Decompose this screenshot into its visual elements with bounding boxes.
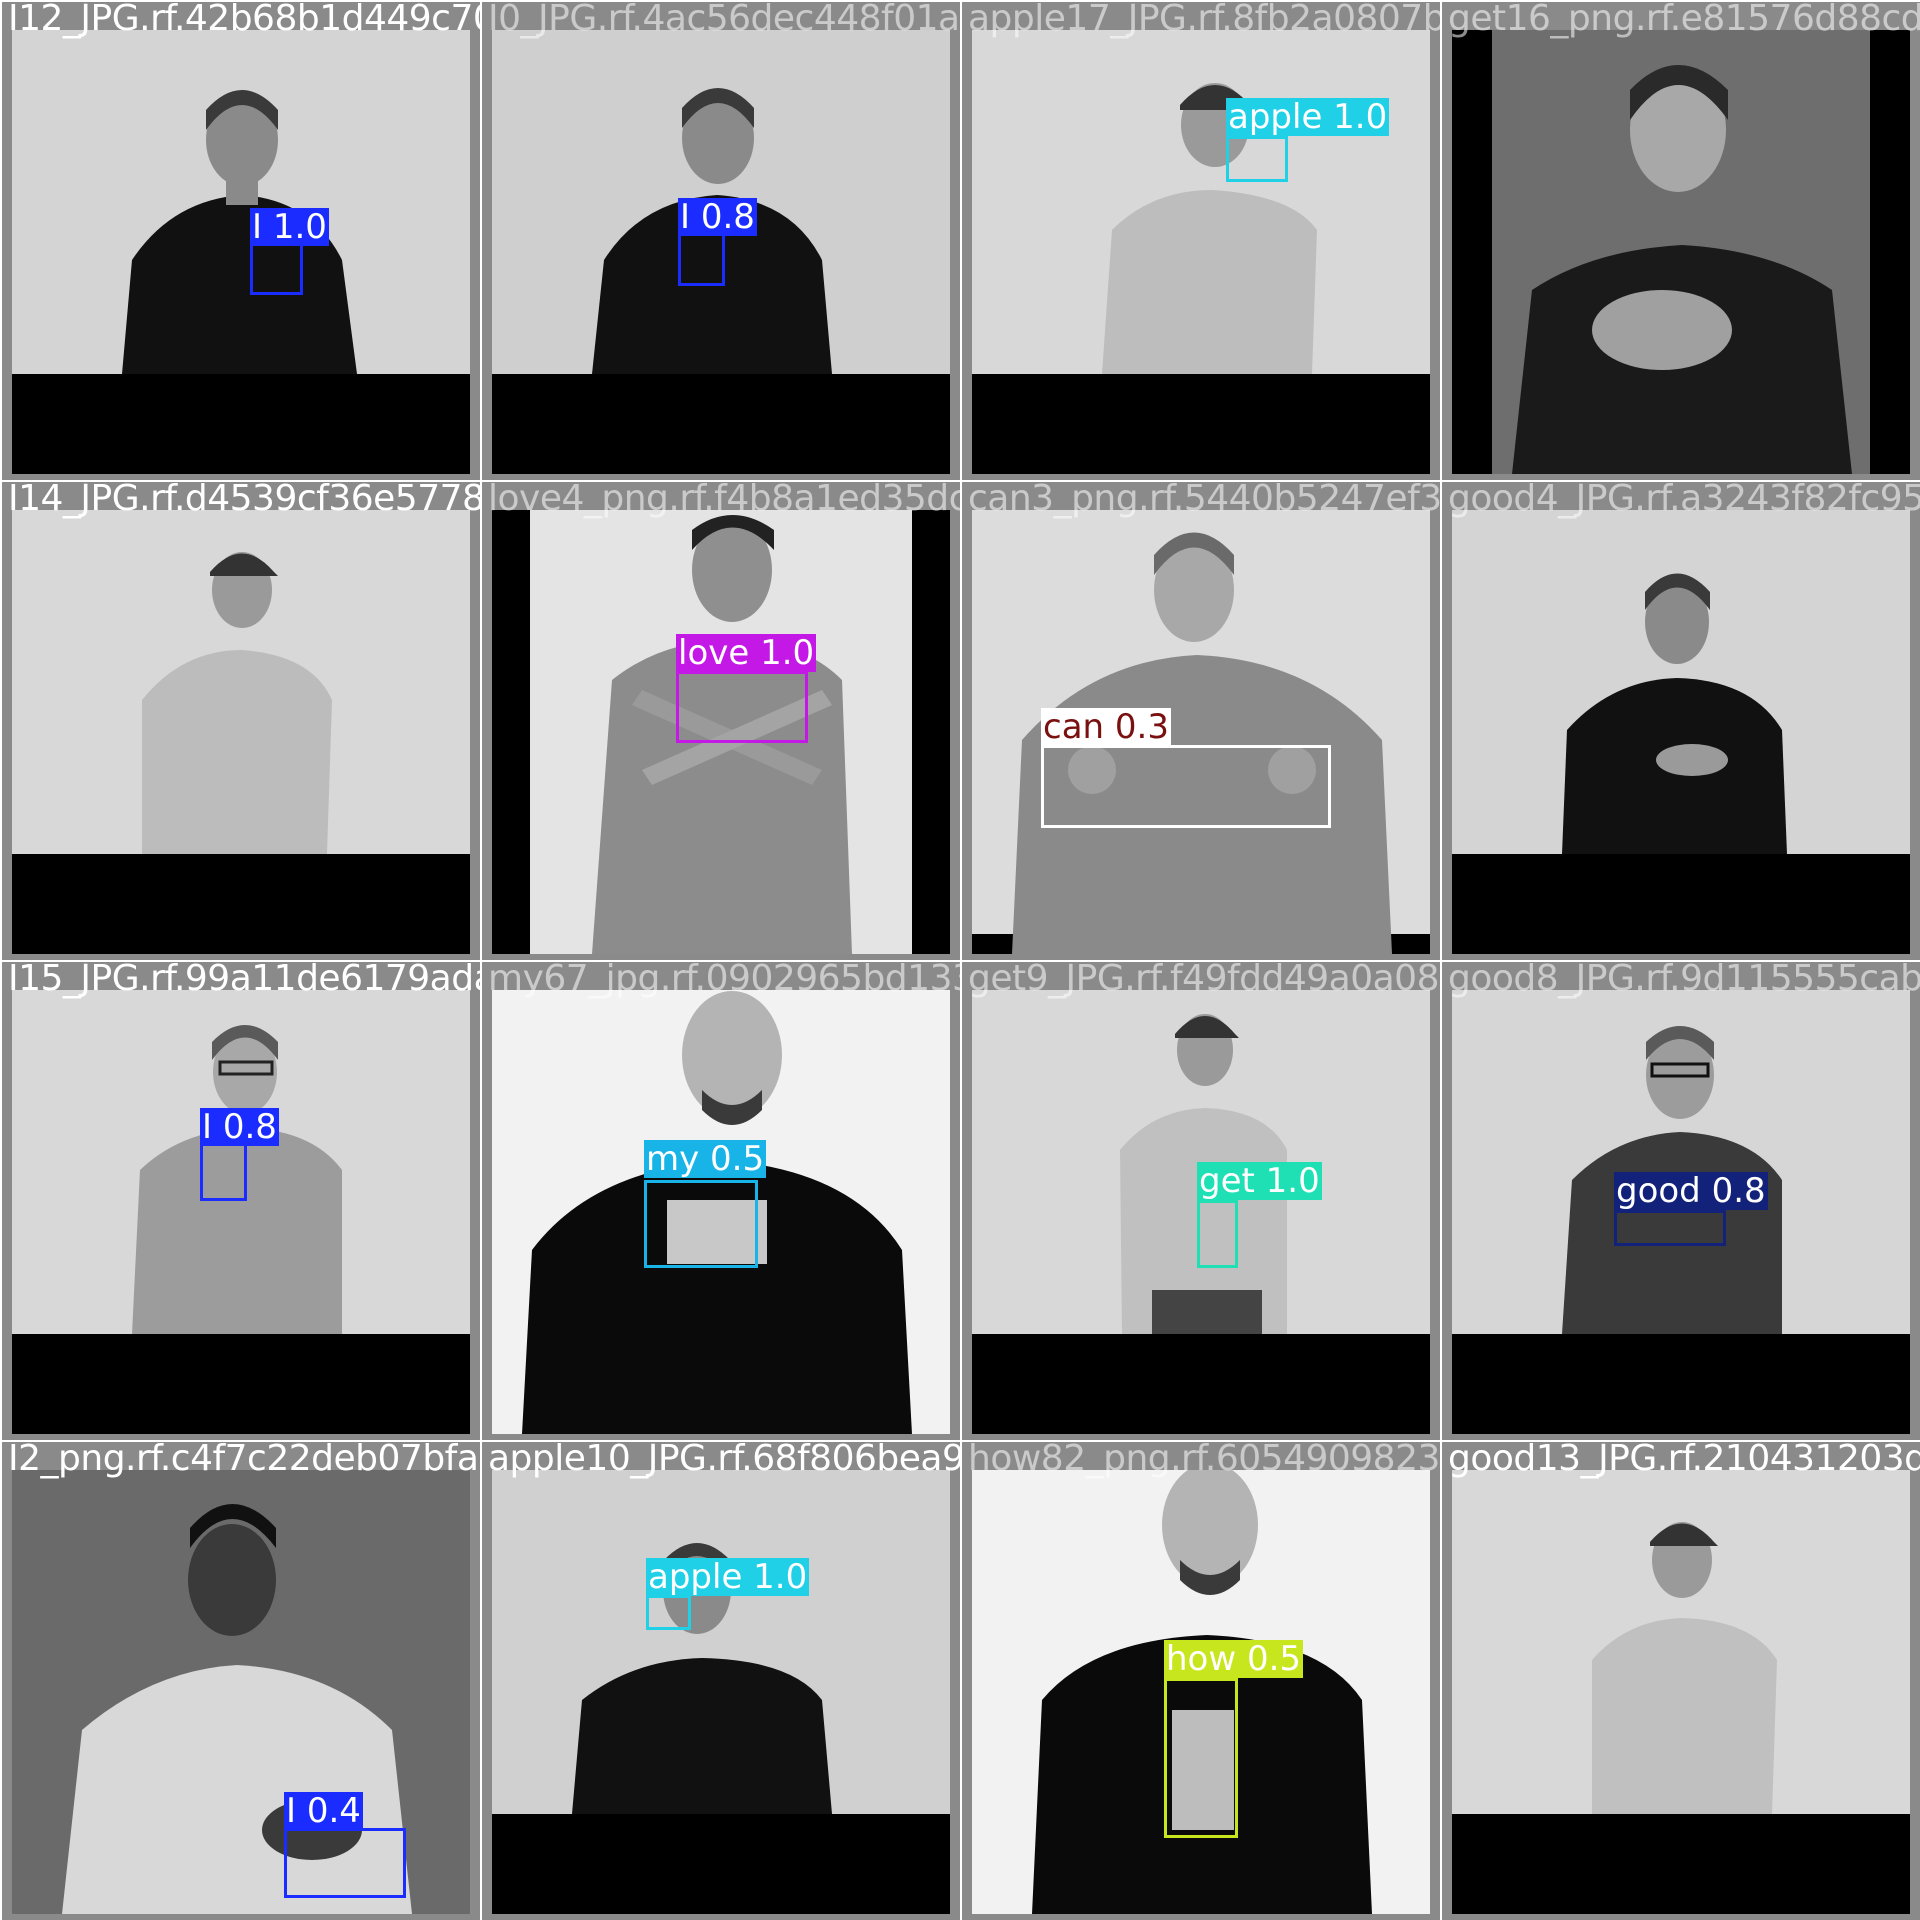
mosaic-tile: I14_JPG.rf.d4539cf36e57783 [2, 482, 480, 960]
photo-man-grey-sweatshirt-cap: get 1.0 [972, 990, 1430, 1434]
bbox-label: I 1.0 [250, 208, 329, 246]
mosaic-tile: I 0.4 I2_png.rf.c4f7c22deb07bfaa [2, 1442, 480, 1920]
bbox-I [284, 1828, 406, 1898]
tile-filename: get9_JPG.rf.f49fdd49a0a08 [968, 962, 1439, 999]
tile-filename: apple10_JPG.rf.68f806bea9 [488, 1442, 960, 1479]
mosaic-tile: I 0.8 I15_JPG.rf.99a11de6179ada [2, 962, 480, 1440]
photo-man-sweater-fists: can 0.3 [972, 510, 1430, 954]
tile-filename: good4_JPG.rf.a3243f82fc95c2 [1448, 482, 1920, 519]
mosaic-tile: can 0.3 can3_png.rf.5440b5247ef38d8_JPG.… [962, 482, 1440, 960]
bbox-apple [1226, 136, 1288, 182]
mosaic-tile: apple 1.0 apple10_JPG.rf.68f806bea9 [482, 1442, 960, 1920]
mosaic-tile: my 0.5 my67_jpg.rf.0902965bd1337 [482, 962, 960, 1440]
mosaic-tile: good 0.8 good8_JPG.rf.9d115555cab [1442, 962, 1920, 1440]
photo-man-black-hoodie: I 0.8 [492, 30, 950, 474]
bbox-my [644, 1180, 758, 1268]
photo-man-black-hoodie: I 1.0 [12, 30, 470, 474]
mosaic-tile: how 0.5 how82_png.rf.6054909823d97 [962, 1442, 1440, 1920]
bbox-label: good 0.8 [1614, 1172, 1768, 1210]
bbox-I [200, 1143, 247, 1201]
bbox-label: get 1.0 [1197, 1162, 1322, 1200]
mosaic-tile: I 1.0 I12_JPG.rf.42b68b1d449c7068d7f8bef… [2, 2, 480, 480]
bbox-good [1614, 1210, 1726, 1246]
photo-bald-man-black-shirt: how 0.5 [972, 1470, 1430, 1914]
photo-man-glasses-hoodie: I 0.8 [12, 990, 470, 1434]
bbox-label: can 0.3 [1041, 708, 1171, 746]
bbox-label: how 0.5 [1164, 1640, 1303, 1678]
mosaic-tile: good4_JPG.rf.a3243f82fc95c2 [1442, 482, 1920, 960]
photo-man-crossed-arms: love 1.0 [492, 510, 950, 954]
bbox-label: my 0.5 [644, 1140, 766, 1178]
tile-filename: I2_png.rf.c4f7c22deb07bfaa [8, 1442, 480, 1479]
photo-man-grey-sweatshirt-cap [1452, 1470, 1910, 1914]
tile-filename: get16_png.rf.e81576d88cd6ae [1448, 2, 1920, 39]
bbox-love [676, 671, 808, 743]
mosaic-tile: apple 1.0 apple17_JPG.rf.8fb2a0807bgetl6… [962, 2, 1440, 480]
photo-man-grey-sweatshirt-cap [12, 510, 470, 954]
bbox-label: apple 1.0 [646, 1558, 809, 1596]
tile-filename: good8_JPG.rf.9d115555cab [1448, 962, 1920, 999]
tile-filename: good13_JPG.rf.210431203d [1448, 1442, 1920, 1479]
bbox-label: I 0.8 [200, 1108, 279, 1146]
bbox-label: love 1.0 [676, 634, 816, 672]
tile-filename: can3_png.rf.5440b5247ef38d8_JPG.rf.a3243… [968, 482, 1440, 519]
bbox-can [1041, 745, 1331, 828]
photo-man-black-hoodie [1452, 510, 1910, 954]
photo-man-glasses-dark-hoodie: good 0.8 [1452, 990, 1910, 1434]
bbox-label: I 0.4 [284, 1792, 363, 1830]
tile-filename: I12_JPG.rf.42b68b1d449c7068d7f8bef74a056… [8, 2, 480, 39]
tile-filename: my67_jpg.rf.0902965bd1337 [488, 962, 960, 999]
bbox-label: I 0.8 [678, 198, 757, 236]
bbox-apple [646, 1595, 691, 1630]
bbox-how [1164, 1678, 1238, 1838]
photo-bald-man-black-shirt: my 0.5 [492, 990, 950, 1434]
tile-filename: apple17_JPG.rf.8fb2a0807bgetl6_png.rf.e8… [968, 2, 1440, 39]
photo-man-black-hoodie: apple 1.0 [492, 1470, 950, 1914]
tile-filename: how82_png.rf.6054909823d97 [968, 1442, 1440, 1479]
photo-woman-black-tshirt [1452, 30, 1910, 474]
mosaic-tile: love 1.0 love4_png.rf.f4b8a1ed35dcan3_pn… [482, 482, 960, 960]
mosaic-tile: get16_png.rf.e81576d88cd6ae [1442, 2, 1920, 480]
tile-filename: I0_JPG.rf.4ac56dec448f01aa5763084_JPG.rf… [488, 2, 960, 39]
bbox-label: apple 1.0 [1226, 98, 1389, 136]
tile-filename: love4_png.rf.f4b8a1ed35dcan3_png.rf.f5b4… [488, 482, 960, 519]
photo-woman-white-tshirt: I 0.4 [12, 1470, 470, 1914]
mosaic-tile: I 0.8 I0_JPG.rf.4ac56dec448f01aa5763084_… [482, 2, 960, 480]
tile-filename: I14_JPG.rf.d4539cf36e57783 [8, 482, 480, 519]
photo-man-grey-sweatshirt-cap: apple 1.0 [972, 30, 1430, 474]
mosaic-tile: good13_JPG.rf.210431203d [1442, 1442, 1920, 1920]
tile-filename: I15_JPG.rf.99a11de6179ada [8, 962, 480, 999]
bbox-get [1197, 1200, 1238, 1268]
mosaic-tile: get 1.0 get9_JPG.rf.f49fdd49a0a08 [962, 962, 1440, 1440]
